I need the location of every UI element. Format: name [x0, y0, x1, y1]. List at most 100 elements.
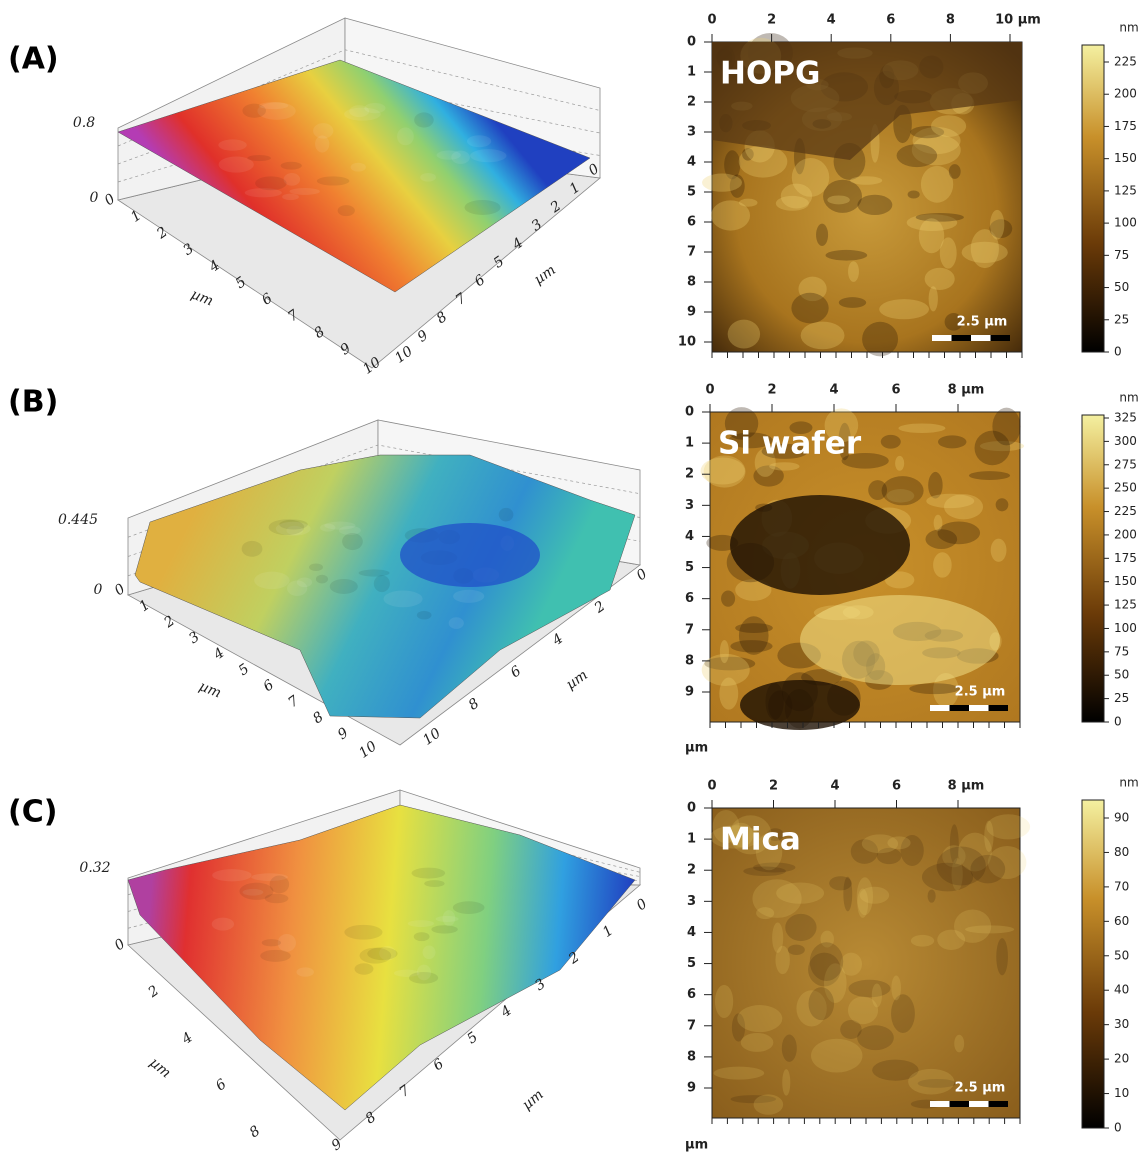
surface-texture [211, 917, 235, 931]
colorbar-tick-label: 125 [1114, 183, 1137, 197]
afm-texture [987, 845, 1027, 880]
afm-texture [862, 321, 899, 357]
axis-tick-label: 10 [420, 725, 444, 748]
afm-texture [796, 990, 827, 1027]
afm-texture [996, 938, 1008, 976]
scale-bar-gap [988, 705, 1008, 711]
afm-texture [989, 219, 1013, 239]
surface-texture [344, 924, 383, 940]
colorbar-tick-label: 0 [1114, 1121, 1122, 1135]
surface-texture [393, 969, 420, 977]
afm-texture [838, 297, 867, 308]
surface-texture [383, 590, 423, 608]
surface-texture [424, 880, 445, 887]
scale-bar-gap [949, 1101, 969, 1107]
afm-texture [954, 909, 992, 943]
surface-texture [261, 939, 281, 947]
afm-texture [820, 930, 834, 948]
afm-texture [730, 1095, 777, 1104]
colorbar-tick-label: 0 [1114, 715, 1122, 729]
afm-texture [808, 952, 841, 987]
axis-tick-label: 9 [329, 1136, 346, 1154]
surface-texture [247, 155, 271, 162]
colorbar-tick-label: 10 [1114, 1086, 1129, 1100]
afm-texture [896, 144, 938, 168]
afm-texture [924, 267, 955, 291]
top-tick-label: 4 [827, 13, 836, 28]
afm-texture [838, 422, 851, 461]
colorbar-tick-label: 60 [1114, 914, 1129, 928]
left-tick-label: 1 [685, 436, 694, 451]
afm-texture [948, 164, 961, 179]
surface-texture [466, 135, 492, 148]
afm-texture [921, 862, 974, 892]
afm-texture [900, 835, 924, 866]
axis-unit: µm [563, 667, 591, 693]
scale-bar-label: 2.5 µm [955, 1081, 1006, 1096]
afm-texture [949, 824, 959, 864]
surface-texture [277, 933, 296, 952]
axis-tick-label: 6 [472, 272, 489, 290]
top-tick-label: 10 µm [995, 13, 1041, 28]
afm-texture [937, 929, 966, 950]
left-tick-label: 1 [687, 65, 696, 80]
axis-unit: µm [146, 1055, 173, 1082]
panel-label: (C) [8, 795, 57, 830]
surface-texture [255, 176, 287, 191]
afm-texture [927, 889, 936, 903]
surface-texture [338, 525, 361, 535]
afm-texture [920, 165, 954, 203]
afm-texture [710, 200, 751, 231]
top-tick-label: 8 µm [948, 779, 985, 794]
colorbar-tick-label: 0 [1114, 345, 1122, 359]
axis-tick-label: 9 [335, 725, 352, 743]
axis-unit: µm [519, 1087, 546, 1114]
afm-texture [856, 877, 874, 916]
panel-label: (B) [8, 385, 58, 420]
colorbar-tick-label: 225 [1114, 504, 1137, 518]
afm-texture [918, 218, 945, 254]
surface-texture [315, 135, 330, 153]
z-min-label: 0 [90, 190, 99, 206]
afm-texture [911, 134, 961, 166]
afm-texture [808, 987, 835, 1021]
afm-texture [917, 1078, 957, 1088]
afm-texture [766, 828, 784, 842]
afm-texture [800, 321, 845, 350]
colorbar-tick-label: 300 [1114, 434, 1137, 448]
afm-texture [738, 145, 788, 178]
surface-texture [422, 945, 436, 960]
left-tick-label: 7 [687, 1018, 696, 1033]
top-tick-label: 8 [946, 13, 955, 28]
afm-texture [742, 147, 754, 161]
colorbar-tick-label: 150 [1114, 574, 1137, 588]
afm-texture [984, 820, 994, 852]
afm-texture [775, 195, 809, 211]
colorbar-unit: nm [1119, 21, 1138, 35]
surface-texture [373, 575, 390, 593]
colorbar [1081, 799, 1105, 1129]
afm-texture [743, 866, 786, 876]
surface-texture [464, 199, 501, 215]
surface-texture [264, 893, 289, 904]
surface-texture [239, 882, 274, 900]
surface-texture [286, 525, 304, 536]
surface-texture [416, 610, 432, 620]
afm-texture [970, 229, 999, 269]
surface-texture [451, 150, 470, 164]
left-tick-label: 4 [687, 155, 696, 170]
left-tick-label: 9 [685, 685, 694, 700]
colorbar-tick-label: 200 [1114, 527, 1137, 541]
afm-texture [910, 126, 945, 139]
sample-label: Si wafer [718, 426, 862, 462]
left-tick-label: 2 [687, 95, 696, 110]
axis-tick-label: 7 [285, 693, 302, 711]
afm-texture [823, 179, 863, 213]
afm-texture [829, 876, 852, 891]
scale-bar-gap [949, 705, 969, 711]
afm-texture [701, 653, 750, 687]
colorbar-tick-label: 50 [1114, 280, 1129, 294]
afm-texture [752, 879, 802, 918]
afm-texture [990, 538, 1007, 562]
afm-texture [954, 1034, 965, 1053]
